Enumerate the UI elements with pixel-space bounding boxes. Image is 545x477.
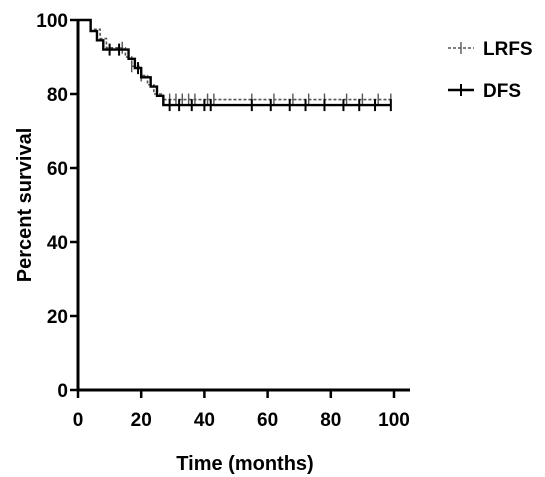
x-tick-label: 80 — [320, 410, 341, 431]
x-axis-title: Time (months) — [176, 453, 313, 475]
series-line-dfs — [78, 18, 391, 107]
y-tick-label: 40 — [47, 233, 68, 254]
x-tick-label: 40 — [194, 410, 215, 431]
axes-layer — [76, 20, 410, 392]
x-tick-label: 100 — [378, 410, 410, 431]
series-layer — [78, 18, 392, 112]
y-tick-label: 20 — [47, 307, 68, 328]
series-line-lrfs — [78, 19, 391, 101]
y-ticks: 0 20 40 60 80 100 — [36, 11, 78, 402]
legend-label-lrfs: LRFS — [483, 39, 533, 60]
x-tick-label: 60 — [257, 410, 278, 431]
y-tick-label: 0 — [57, 381, 68, 402]
legend: LRFS DFS — [448, 39, 533, 102]
x-ticks: 0 20 40 60 80 100 — [73, 390, 410, 431]
y-tick-label: 60 — [47, 159, 68, 180]
y-tick-label: 80 — [47, 85, 68, 106]
x-tick-label: 20 — [131, 410, 152, 431]
legend-label-dfs: DFS — [483, 81, 521, 102]
y-axis-title: Percent survival — [14, 128, 36, 283]
x-tick-label: 0 — [73, 410, 84, 431]
y-tick-label: 100 — [36, 11, 68, 32]
